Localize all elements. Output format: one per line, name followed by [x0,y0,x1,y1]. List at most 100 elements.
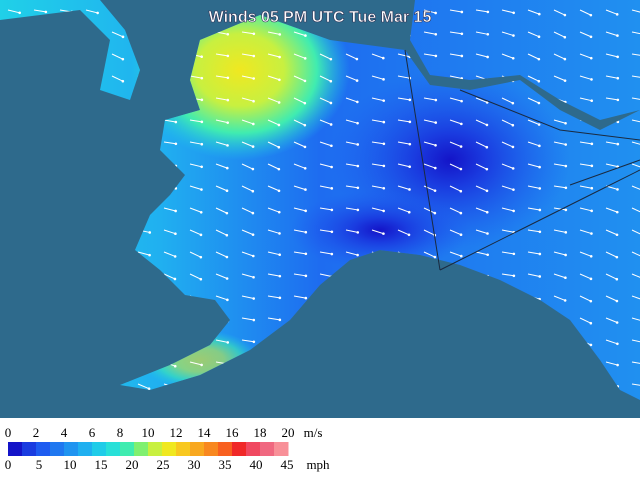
wind-arrow-head [121,57,125,61]
wind-arrow [501,97,514,104]
wind-arrow [189,273,202,280]
wind-arrow [631,339,640,344]
wind-arrow-head [252,254,255,258]
wind-arrow [267,251,280,256]
wind-arrow [319,75,332,82]
wind-arrow-head [537,79,541,83]
mph-tick-label: 25 [157,457,170,472]
wind-arrow [371,119,384,123]
wind-arrow-head [329,101,333,105]
wind-arrow-head [304,230,308,234]
wind-arrow [631,9,640,14]
wind-arrow-head [538,208,542,212]
mph-tick-label: 35 [219,457,232,472]
wind-arrow [423,119,436,124]
wind-arrow [189,119,202,123]
wind-arrow-head [251,189,255,193]
wind-arrow [579,229,592,235]
wind-arrow [241,339,254,343]
wind-arrow [111,31,124,38]
color-swatch [232,442,247,456]
wind-arrow [475,53,488,58]
wind-arrow [163,207,176,212]
wind-arrow [423,163,436,169]
wind-arrow [449,141,462,148]
wind-arrow-head [511,56,515,60]
wind-arrow [397,97,410,101]
wind-arrow-head [356,231,360,234]
wind-arrow-head [251,211,255,215]
wind-arrow [449,163,462,170]
wind-arrow-head [460,10,464,14]
wind-arrow-head [590,186,594,190]
wind-arrow [319,207,332,211]
wind-arrow [267,97,280,103]
color-swatch [36,442,51,456]
wind-arrow [475,229,488,234]
wind-arrow-head [200,142,204,146]
wind-arrow [631,141,640,146]
wind-arrow [215,229,228,236]
wind-arrow-head [590,99,593,102]
wind-arrow-head [615,277,619,281]
wind-arrow [293,163,306,169]
wind-arrow-head [277,123,281,127]
wind-arrow [579,317,592,324]
wind-arrow-head [434,98,438,102]
wind-arrow-head [512,252,516,256]
wind-arrow [631,251,640,258]
wind-arrow [293,119,306,126]
wind-arrow [267,75,280,81]
wind-arrow-head [174,209,177,213]
wind-arrow-head [589,343,593,347]
wind-arrow-head [615,233,619,237]
wind-arrow-head [485,189,489,193]
wind-arrow [501,119,514,126]
ms-tick-label: 10 [142,425,155,440]
wind-arrow [241,229,254,236]
wind-arrow [553,53,566,60]
wind-arrow [215,295,228,301]
wind-arrow-head [278,78,281,82]
wind-arrow [345,229,358,233]
wind-arrow-head [616,34,619,37]
wind-arrow [605,339,618,345]
wind-arrow [397,207,410,213]
color-swatch [204,442,219,456]
wind-arrow [579,185,592,189]
wind-arrow [501,251,514,255]
wind-arrow [605,317,618,323]
wind-arrow [397,185,410,190]
wind-arrow [423,53,436,57]
wind-arrow [241,53,254,57]
wind-arrow [215,53,228,57]
wind-arrow [449,185,462,192]
wind-arrow [631,119,640,124]
wind-arrow [579,53,592,59]
wind-arrow [111,53,124,60]
color-swatch [22,442,37,456]
wind-arrow [215,185,228,192]
wind-arrow [163,119,176,123]
wind-arrow-head [538,230,542,234]
wind-arrow [241,141,254,148]
wind-arrow [423,97,436,101]
wind-arrow-head [382,142,386,146]
wind-arrow [449,207,462,214]
wind-arrow-head [485,210,489,214]
wind-arrow [397,119,410,123]
wind-arrow [605,295,618,302]
wind-arrow [267,229,280,234]
wind-arrow [423,185,436,192]
wind-arrow-head [225,211,229,215]
wind-arrow-head [200,120,204,124]
ms-tick-label: 18 [254,425,267,440]
wind-arrow [449,119,462,125]
wind-arrow-head [355,57,359,61]
wind-arrow [215,163,228,169]
wind-arrow-head [459,254,463,258]
wind-arrow-head [96,11,99,15]
wind-arrow-head [174,232,177,236]
wind-arrow [241,97,254,102]
color-swatch [274,442,289,456]
